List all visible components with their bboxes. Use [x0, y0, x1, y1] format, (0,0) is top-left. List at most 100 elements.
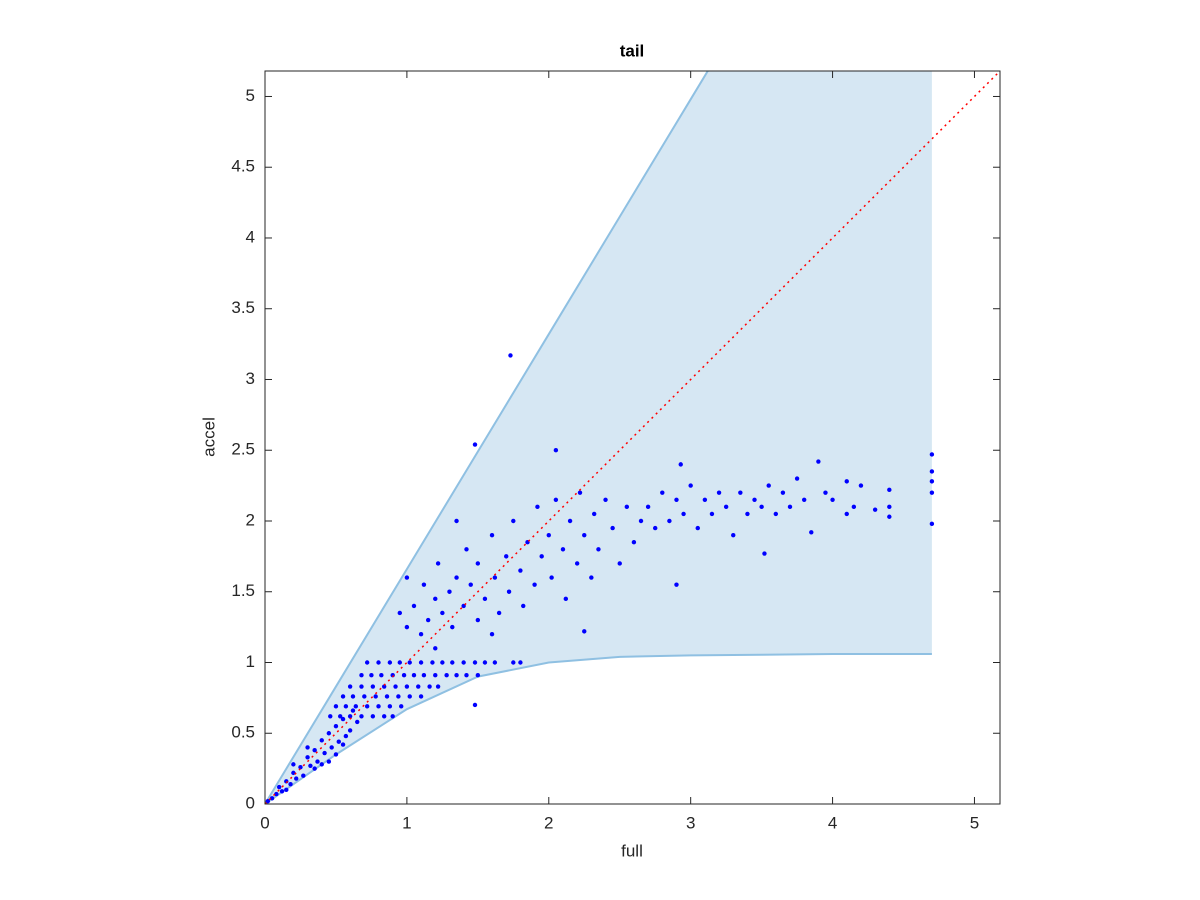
plot-area: [265, 71, 1000, 804]
scatter-point: [396, 694, 401, 699]
scatter-point: [355, 719, 360, 725]
scatter-point: [660, 490, 665, 495]
y-tick-label: 4.5: [231, 157, 255, 176]
scatter-point: [359, 684, 364, 689]
scatter-point: [404, 684, 410, 689]
scatter-point: [404, 575, 410, 580]
scatter-point: [482, 660, 488, 665]
scatter-point: [350, 694, 356, 699]
y-tick-label: 0: [246, 793, 255, 812]
y-tick-label: 3.5: [231, 298, 255, 317]
scatter-point: [872, 507, 878, 512]
y-tick-label: 1.5: [231, 581, 255, 600]
scatter-point: [464, 547, 469, 552]
scatter-point: [387, 660, 393, 665]
scatter-point: [489, 631, 495, 637]
scatter-point: [472, 702, 478, 708]
scatter-point: [596, 547, 601, 552]
y-tick-label: 4: [246, 227, 255, 246]
scatter-point: [407, 660, 412, 665]
scatter-point: [364, 660, 370, 665]
scatter-point: [294, 776, 299, 781]
scatter-point: [929, 521, 935, 527]
scatter-point: [511, 660, 516, 665]
scatter-point: [411, 603, 417, 609]
x-axis-label: full: [621, 841, 643, 860]
scatter-point: [674, 582, 679, 587]
scatter-point: [401, 673, 407, 678]
band-upper-edge: [265, 71, 709, 804]
scatter-point: [418, 631, 424, 637]
scatter-point: [319, 762, 324, 767]
scatter-point: [435, 684, 441, 689]
scatter-point: [447, 589, 452, 594]
scatter-point: [454, 673, 459, 678]
scatter-point: [315, 759, 320, 764]
scatter-point: [591, 511, 597, 517]
scatter-point: [589, 575, 594, 580]
scatter-point: [816, 459, 821, 464]
scatter-point: [359, 714, 364, 719]
scatter-point: [752, 497, 757, 502]
y-tick-label: 3: [246, 369, 255, 388]
scatter-point: [301, 773, 306, 778]
scatter-point: [333, 723, 339, 729]
scatter-point: [393, 684, 398, 689]
scatter-point: [384, 694, 390, 699]
scatter-point: [397, 610, 402, 616]
scatter-point: [430, 660, 435, 665]
scatter-point: [518, 660, 523, 665]
scatter-point: [716, 490, 722, 495]
scatter-point: [338, 714, 343, 719]
x-tick-label: 0: [260, 813, 269, 832]
scatter-point: [269, 796, 275, 801]
scatter-point: [390, 714, 395, 719]
scatter-point: [624, 504, 630, 510]
scatter-point: [535, 504, 540, 510]
scatter-point: [298, 765, 303, 770]
scatter-point: [787, 504, 793, 510]
scatter-point: [373, 694, 378, 699]
scatter-point: [492, 660, 498, 665]
scatter-point: [370, 714, 376, 719]
scatter-point: [421, 673, 427, 678]
scatter-point: [780, 490, 786, 495]
scatter-point: [667, 518, 672, 524]
scatter-point: [489, 532, 495, 538]
scatter-point: [333, 752, 339, 757]
scatter-point: [506, 589, 512, 594]
scatter-point: [440, 660, 445, 665]
scatter-point: [433, 596, 438, 602]
scatter-point: [340, 716, 346, 722]
scatter-point: [433, 646, 438, 651]
scatter-point: [731, 532, 736, 538]
band-area: [265, 71, 932, 804]
scatter-point: [454, 575, 459, 580]
x-tick-label: 5: [970, 813, 979, 832]
scatter-point: [496, 610, 502, 616]
scatter-point: [929, 479, 935, 484]
scatter-point: [397, 660, 402, 665]
y-tick-label: 1: [246, 652, 255, 671]
scatter-point: [532, 582, 537, 587]
scatter-point: [929, 490, 935, 495]
scatter-point: [645, 504, 651, 510]
scatter-point: [284, 787, 289, 793]
scatter-point: [582, 532, 587, 538]
scatter-point: [773, 511, 779, 517]
scatter-point: [504, 554, 509, 559]
scatter-point: [887, 504, 892, 510]
scatter-point: [376, 660, 381, 665]
scatter-point: [305, 755, 310, 760]
x-tick-label: 1: [402, 813, 411, 832]
scatter-point: [340, 742, 346, 747]
scatter-point: [450, 624, 455, 630]
scatter-point: [369, 673, 374, 678]
chart-title: tail: [620, 41, 645, 60]
scatter-point: [553, 497, 559, 502]
scatter-point: [288, 781, 293, 787]
scatter-point: [440, 610, 445, 616]
scatter-point: [521, 603, 526, 609]
scatter-point: [468, 582, 473, 587]
scatter-point: [404, 624, 410, 630]
